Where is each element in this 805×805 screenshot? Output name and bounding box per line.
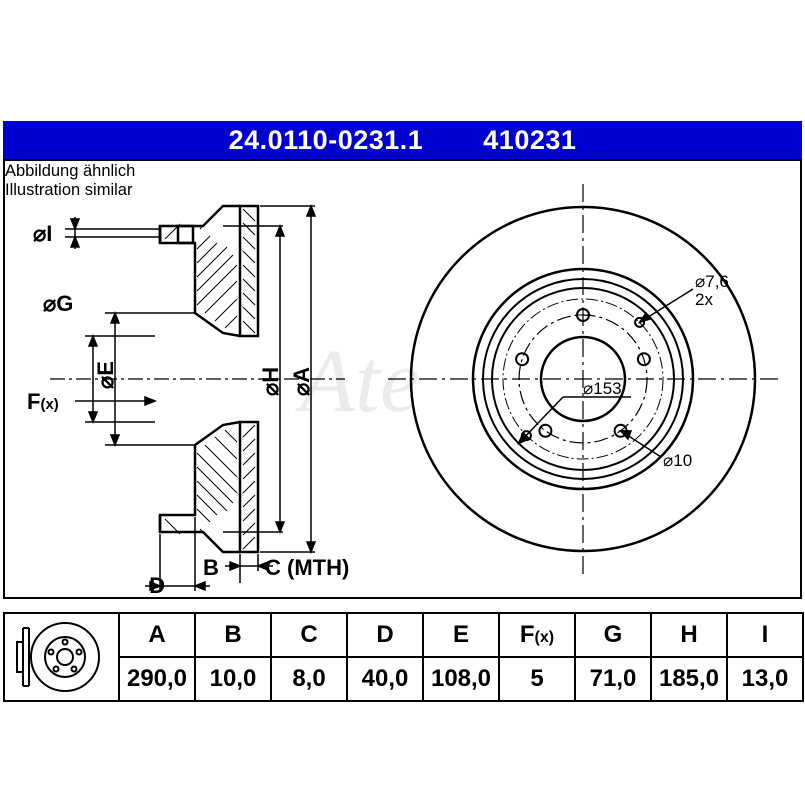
table-thumbnail-cell — [4, 613, 119, 701]
annotation-small-hole: ⌀7,6 — [695, 272, 729, 291]
annotation-inner-dia: ⌀153 — [583, 379, 622, 398]
label-F: F(x) — [27, 389, 59, 414]
col-G: G — [575, 613, 651, 657]
part-number: 24.0110-0231.1 — [229, 125, 424, 156]
label-B: B — [203, 555, 219, 580]
val-A: 290,0 — [119, 657, 195, 701]
val-E: 108,0 — [423, 657, 499, 701]
col-F: F(x) — [499, 613, 575, 657]
val-F: 5 — [499, 657, 575, 701]
diagram-frame: ⌀I ⌀G ⌀E ⌀H ⌀A F(x) B C (MTH) D — [3, 159, 802, 599]
val-D: 40,0 — [347, 657, 423, 701]
label-E: ⌀E — [93, 361, 118, 389]
val-I: 13,0 — [727, 657, 803, 701]
label-G: ⌀G — [43, 291, 73, 316]
val-B: 10,0 — [195, 657, 271, 701]
label-A: ⌀A — [289, 367, 314, 396]
label-D: D — [149, 573, 165, 596]
col-A: A — [119, 613, 195, 657]
col-D: D — [347, 613, 423, 657]
col-C: C — [271, 613, 347, 657]
table-header-row: A B C D E F(x) G H I — [4, 613, 803, 657]
disc-thumbnail-icon — [5, 614, 115, 700]
label-I: ⌀I — [33, 221, 52, 246]
col-B: B — [195, 613, 271, 657]
alt-number: 410231 — [483, 125, 576, 156]
dimensions-table: A B C D E F(x) G H I 290,0 10,0 8,0 40,0… — [3, 612, 804, 702]
side-view-diagram: ⌀I ⌀G ⌀E ⌀H ⌀A F(x) B C (MTH) D — [5, 161, 375, 596]
label-H: ⌀H — [258, 367, 283, 396]
col-E: E — [423, 613, 499, 657]
col-H: H — [651, 613, 727, 657]
label-C: C (MTH) — [265, 555, 349, 580]
header-bar: 24.0110-0231.1 410231 — [3, 121, 802, 159]
val-H: 185,0 — [651, 657, 727, 701]
annotation-small-hole-count: 2x — [695, 290, 713, 309]
val-G: 71,0 — [575, 657, 651, 701]
col-I: I — [727, 613, 803, 657]
table-value-row: 290,0 10,0 8,0 40,0 108,0 5 71,0 185,0 1… — [4, 657, 803, 701]
annotation-large-hole: ⌀10 — [663, 451, 692, 470]
val-C: 8,0 — [271, 657, 347, 701]
front-view-diagram: ⌀7,6 2x ⌀153 ⌀10 — [373, 161, 803, 596]
